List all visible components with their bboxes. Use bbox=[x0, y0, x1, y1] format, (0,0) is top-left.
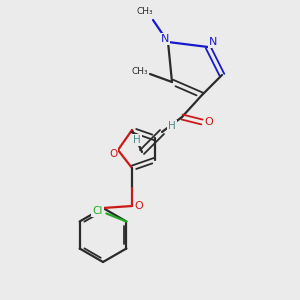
Text: O: O bbox=[109, 149, 117, 159]
Text: N: N bbox=[161, 34, 169, 44]
Text: CH₃: CH₃ bbox=[137, 8, 153, 16]
Text: Cl: Cl bbox=[92, 206, 103, 215]
Text: CH₃: CH₃ bbox=[132, 67, 148, 76]
Text: H: H bbox=[168, 121, 176, 131]
Text: O: O bbox=[205, 117, 213, 127]
Text: N: N bbox=[209, 37, 217, 47]
Text: O: O bbox=[135, 201, 143, 211]
Text: H: H bbox=[133, 135, 141, 145]
